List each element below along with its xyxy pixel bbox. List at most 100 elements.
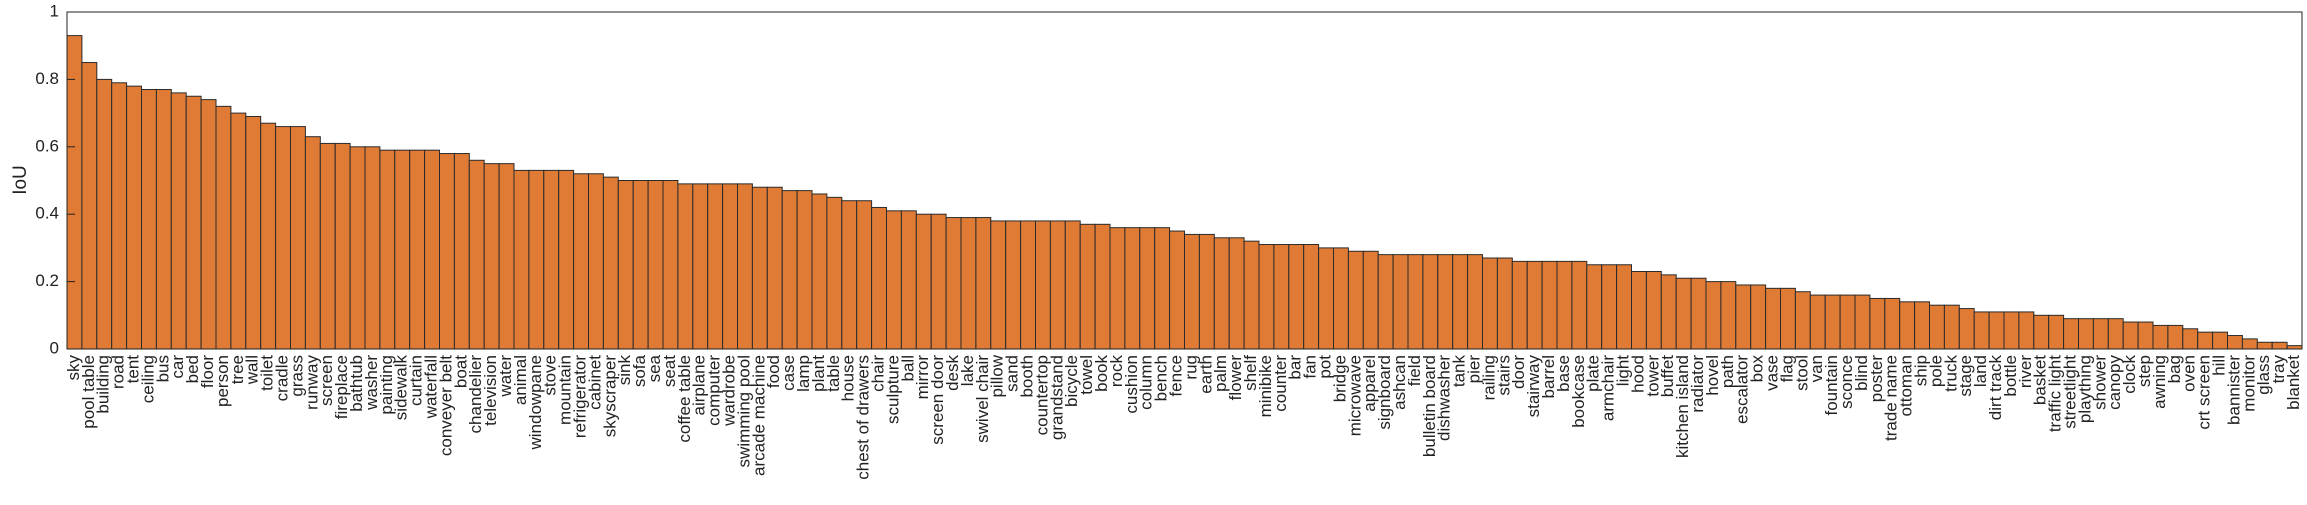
- x-tick-label: stage: [1956, 355, 1975, 397]
- bar: [960, 217, 977, 350]
- bar: [1929, 304, 1945, 350]
- x-tick-label: ottoman: [1897, 355, 1916, 416]
- x-tick-label: wardrobe: [720, 355, 739, 427]
- bar: [692, 183, 709, 350]
- bar: [2048, 314, 2065, 350]
- bar: [2241, 338, 2258, 350]
- x-tick-label: bottle: [2001, 355, 2020, 397]
- x-tick-label: seat: [660, 355, 679, 387]
- x-tick-label: flower: [1226, 355, 1245, 401]
- x-tick-label: fence: [1167, 355, 1186, 397]
- x-tick-label: water: [496, 355, 515, 398]
- x-tick-label: blanket: [2284, 355, 2303, 410]
- x-tick-label: counter: [1271, 355, 1290, 412]
- x-tick-label: coffee table: [675, 355, 694, 443]
- bar: [141, 89, 157, 350]
- x-tick-label: tray: [2269, 355, 2288, 384]
- x-tick-label: sea: [645, 354, 664, 382]
- x-tick-label: booth: [1018, 355, 1037, 398]
- bar: [1720, 281, 1737, 350]
- bar: [1079, 223, 1096, 350]
- bar: [2092, 318, 2109, 350]
- x-tick-label: bar: [1286, 355, 1305, 380]
- x-tick-label: ashcan: [1390, 355, 1409, 410]
- axes-box: [66, 11, 2303, 350]
- bar: [662, 180, 679, 350]
- bar: [1109, 227, 1126, 350]
- bar: [945, 217, 962, 350]
- bar: [647, 180, 664, 350]
- bar: [1884, 297, 1901, 350]
- bar: [1511, 260, 1528, 350]
- x-tick-label: bed: [183, 355, 202, 383]
- bar: [1303, 244, 1320, 350]
- x-tick-label: person: [213, 355, 232, 407]
- bar: [1288, 244, 1305, 350]
- x-tick-label: road: [109, 355, 128, 389]
- bar: [1154, 227, 1171, 350]
- bar: [1347, 250, 1364, 350]
- x-tick-label: pier: [1465, 355, 1484, 384]
- bar: [1794, 291, 1811, 350]
- bar: [1660, 274, 1677, 350]
- x-tick-label: mountain: [556, 355, 575, 425]
- bar: [2212, 331, 2229, 350]
- x-tick-label: armchair: [1599, 355, 1618, 421]
- x-tick-label: toilet: [258, 355, 277, 391]
- x-tick-label: swivel chair: [973, 355, 992, 443]
- x-tick-label: shelf: [1241, 355, 1260, 391]
- x-tick-label: sculpture: [883, 355, 902, 424]
- x-tick-label: vase: [1763, 355, 1782, 391]
- x-tick-label: path: [1718, 355, 1737, 388]
- x-tick-label: fountain: [1822, 355, 1841, 416]
- bar: [1586, 264, 1603, 350]
- x-tick-label: chair: [869, 355, 888, 392]
- x-tick-label: pot: [1316, 355, 1335, 379]
- bar: [1839, 294, 1856, 350]
- x-tick-label: kitchen island: [1673, 355, 1692, 458]
- bar: [2018, 311, 2035, 350]
- bar: [841, 200, 858, 350]
- bar: [975, 217, 992, 350]
- x-tick-label: cushion: [1122, 355, 1141, 414]
- x-tick-label: curtain: [407, 355, 426, 406]
- bar: [1943, 304, 1960, 350]
- bar: [677, 183, 694, 350]
- bar: [1988, 311, 2005, 350]
- bar: [126, 85, 142, 350]
- bar: [1392, 254, 1409, 350]
- bar: [2122, 321, 2139, 350]
- x-tick-label: hood: [1628, 355, 1647, 393]
- bar: [81, 62, 98, 350]
- x-tick-label: windowpane: [526, 355, 545, 451]
- x-tick-label: truck: [1941, 355, 1960, 392]
- bar: [1452, 254, 1469, 350]
- x-tick-label: basket: [2031, 355, 2050, 405]
- bar: [1482, 257, 1498, 350]
- x-tick-label: hill: [2210, 355, 2229, 376]
- x-tick-label: stove: [541, 355, 560, 396]
- bar: [453, 153, 470, 350]
- bar: [930, 213, 947, 350]
- bar: [1765, 287, 1781, 350]
- bar: [737, 183, 753, 350]
- bar: [1914, 301, 1930, 350]
- bar: [483, 163, 500, 350]
- x-tick-label: wall: [243, 355, 262, 385]
- x-tick-label: escalator: [1733, 355, 1752, 424]
- x-tick-label: book: [1092, 355, 1111, 392]
- bar: [1631, 270, 1647, 350]
- x-tick-label: sand: [1003, 355, 1022, 392]
- bar: [1556, 260, 1573, 350]
- bar: [1020, 220, 1036, 350]
- x-tick-label: pole: [1926, 355, 1945, 387]
- y-tick-label: 1: [50, 1, 59, 20]
- bar: [439, 153, 455, 350]
- bar: [200, 99, 217, 350]
- x-tick-label: hovel: [1703, 355, 1722, 396]
- bar: [796, 190, 813, 350]
- x-tick-label: poster: [1867, 355, 1886, 403]
- bar: [602, 176, 619, 350]
- x-tick-label: stool: [1792, 355, 1811, 391]
- x-tick-label: boat: [451, 355, 470, 388]
